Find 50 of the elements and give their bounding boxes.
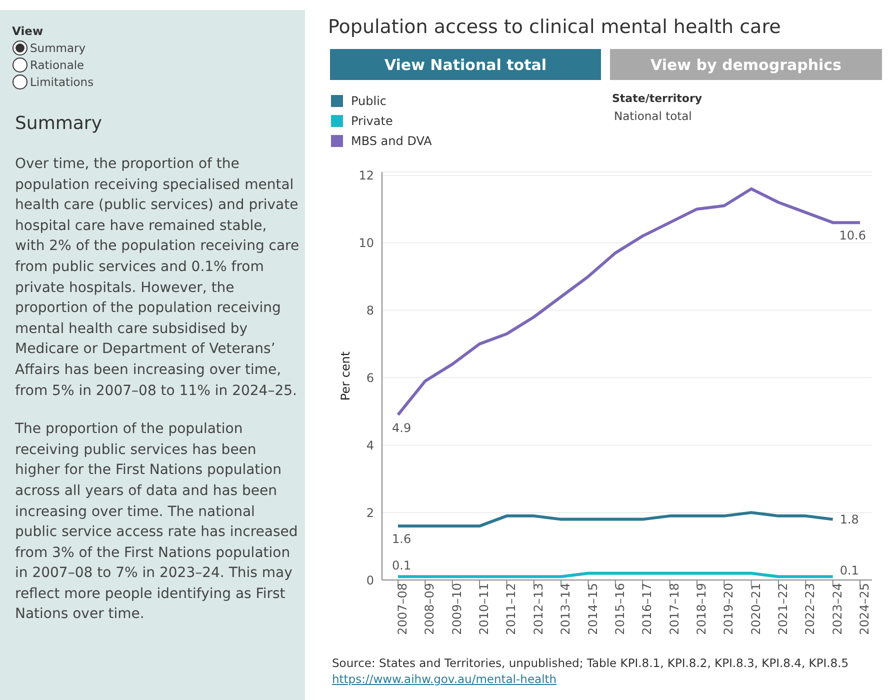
y-tick-label: 0 bbox=[366, 573, 374, 588]
x-tick-label: 2011–12 bbox=[504, 583, 518, 635]
x-tick-label: 2024–25 bbox=[858, 583, 872, 635]
chart-title: Population access to clinical mental health care bbox=[328, 16, 781, 38]
data-label: 0.1 bbox=[840, 564, 859, 578]
data-label: 10.6 bbox=[839, 228, 866, 243]
text: View National total bbox=[330, 49, 601, 80]
x-tick-label: 2017–18 bbox=[667, 583, 682, 635]
x-tick-label: 2023–24 bbox=[830, 583, 844, 635]
text: State/territory bbox=[612, 92, 702, 105]
y-tick-label: 8 bbox=[366, 304, 374, 318]
text: Rationale bbox=[30, 58, 84, 72]
x-tick-label: 2013–14 bbox=[558, 583, 573, 635]
source-note: Source: States and Territories, unpublished; Table KPI.8.1, KPI.8.2, KPI.8.3, KPI.8.4, KPI.8.5 bbox=[332, 656, 849, 670]
x-tick-label: 2014–15 bbox=[586, 583, 600, 635]
data-label: 4.9 bbox=[392, 420, 412, 435]
data-label: 1.6 bbox=[392, 532, 412, 546]
x-tick-label: 2019–20 bbox=[722, 583, 736, 635]
x-tick-label: 2021–22 bbox=[776, 583, 790, 635]
y-axis-title: Per cent bbox=[338, 351, 352, 401]
y-tick-label: 10 bbox=[358, 236, 374, 250]
x-tick-label: 2018–19 bbox=[694, 583, 708, 635]
text: Limitations bbox=[30, 74, 94, 88]
text: View by demographics bbox=[610, 49, 882, 80]
x-tick-label: 2008–09 bbox=[422, 583, 437, 635]
x-tick-label: 2015–16 bbox=[612, 583, 627, 635]
x-tick-label: 2007–08 bbox=[396, 583, 410, 635]
text: The proportion of the population receiving public services has been higher for the First Nations population across all years of data and has been increasing over time. The national public service access rate has increased from 3% of the First Nations population in 2007–08 to 7% in 2023–24. This may reflect more people identifying as First Nations over time. bbox=[15, 421, 298, 622]
x-tick-label: 2010–11 bbox=[477, 583, 492, 635]
x-tick-label: 2016–17 bbox=[640, 583, 654, 635]
text: Over time, the proportion of the population receiving specialised mental health care (public services) and private hospital care have remained stable, with 2% of the population receiving care from public services and 0.1% from private hospitals. However, the proportion of the population receiving mental health care subsidised by Medicare or Department of Veterans’ Affairs has been increasing over time, from 5% in 2007–08 to 11% in 2024–25. bbox=[15, 156, 300, 399]
legend-label: MBS and DVA bbox=[351, 133, 432, 150]
x-tick-label: 2009–10 bbox=[450, 583, 464, 635]
text: Summary bbox=[30, 40, 86, 54]
y-tick-label: 6 bbox=[366, 370, 374, 385]
x-tick-label: 2020–21 bbox=[748, 583, 763, 635]
line-series bbox=[396, 511, 834, 528]
data-label: 1.8 bbox=[840, 512, 859, 526]
y-tick-label: 2 bbox=[366, 506, 374, 520]
legend-label: Public bbox=[351, 93, 387, 110]
y-tick-label: 4 bbox=[366, 438, 374, 452]
text: https://www.aihw.gov.au/mental-health bbox=[332, 672, 557, 686]
data-label: 0.1 bbox=[392, 558, 412, 573]
x-tick-label: 2012–13 bbox=[531, 583, 546, 635]
text: View bbox=[12, 24, 44, 38]
y-tick-label: 12 bbox=[358, 168, 374, 183]
text: National total bbox=[614, 109, 692, 123]
text: Summary bbox=[15, 113, 102, 134]
x-tick-label: 2022–23 bbox=[803, 583, 818, 635]
legend-label: Private bbox=[351, 113, 393, 130]
